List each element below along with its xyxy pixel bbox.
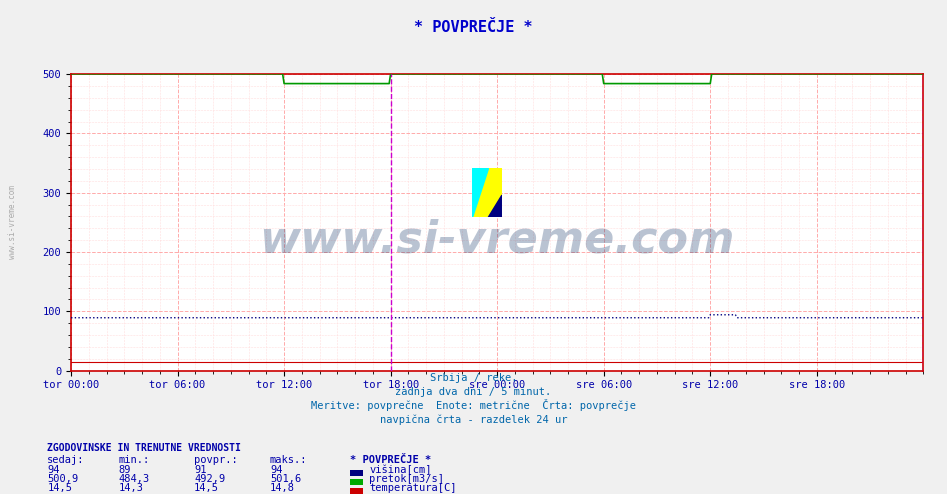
Text: višina[cm]: višina[cm]: [369, 465, 432, 475]
Text: 14,3: 14,3: [118, 483, 143, 493]
Text: maks.:: maks.:: [270, 455, 308, 465]
Text: navpična črta - razdelek 24 ur: navpična črta - razdelek 24 ur: [380, 414, 567, 425]
Text: 492,9: 492,9: [194, 474, 225, 484]
Text: 14,5: 14,5: [194, 483, 219, 493]
Text: pretok[m3/s]: pretok[m3/s]: [369, 474, 444, 484]
Polygon shape: [472, 168, 489, 217]
Text: povpr.:: povpr.:: [194, 455, 238, 465]
Text: www.si-vreme.com: www.si-vreme.com: [8, 185, 17, 259]
Text: ZGODOVINSKE IN TRENUTNE VREDNOSTI: ZGODOVINSKE IN TRENUTNE VREDNOSTI: [47, 443, 241, 453]
Text: Srbija / reke.: Srbija / reke.: [430, 373, 517, 383]
Text: Meritve: povprečne  Enote: metrične  Črta: povprečje: Meritve: povprečne Enote: metrične Črta:…: [311, 399, 636, 411]
Text: www.si-vreme.com: www.si-vreme.com: [259, 218, 735, 262]
Text: zadnja dva dni / 5 minut.: zadnja dva dni / 5 minut.: [396, 387, 551, 397]
Text: 94: 94: [270, 465, 282, 475]
Text: 484,3: 484,3: [118, 474, 150, 484]
Text: * POVPREČJE *: * POVPREČJE *: [350, 455, 432, 465]
Text: sedaj:: sedaj:: [47, 455, 85, 465]
Text: 501,6: 501,6: [270, 474, 301, 484]
Text: 500,9: 500,9: [47, 474, 79, 484]
Text: temperatura[C]: temperatura[C]: [369, 483, 456, 493]
Text: 91: 91: [194, 465, 206, 475]
Text: 94: 94: [47, 465, 60, 475]
Text: min.:: min.:: [118, 455, 150, 465]
Polygon shape: [489, 195, 502, 217]
Text: 14,5: 14,5: [47, 483, 72, 493]
Text: 89: 89: [118, 465, 131, 475]
Text: * POVPREČJE *: * POVPREČJE *: [414, 20, 533, 35]
Text: 14,8: 14,8: [270, 483, 295, 493]
